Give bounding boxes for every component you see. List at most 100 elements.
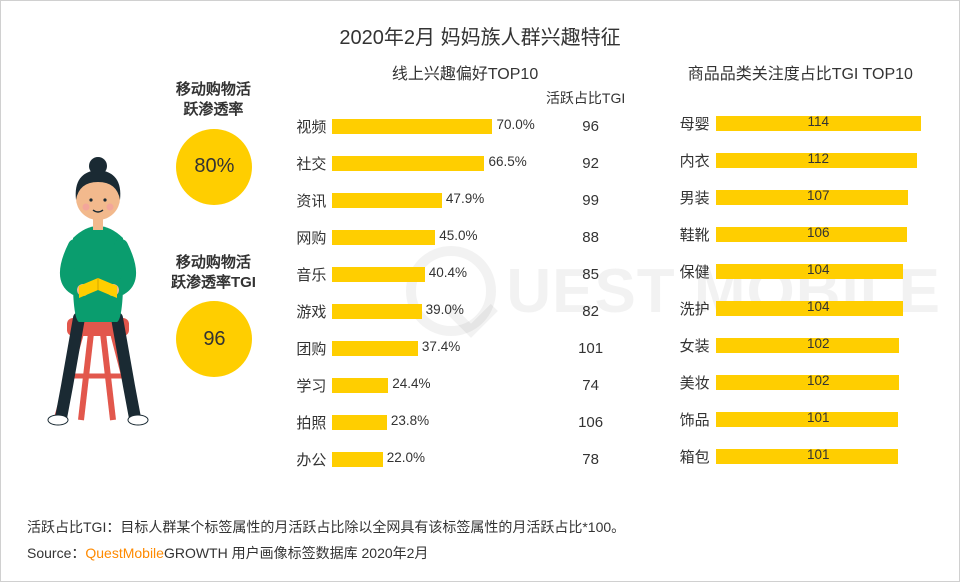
- bar-row: 美妆 102: [668, 364, 933, 401]
- bar-row: 保健 104: [668, 253, 933, 290]
- bar-label: 团购: [284, 338, 332, 359]
- bar-row: 办公 22.0% 78: [284, 441, 645, 478]
- bar-label: 资讯: [284, 190, 332, 211]
- bar-track: 101: [716, 412, 921, 427]
- bar-row: 游戏 39.0% 82: [284, 293, 645, 330]
- metric-label: 移动购物活 跃渗透率: [158, 80, 268, 121]
- bar-label: 游戏: [284, 301, 332, 322]
- tgi-value: 106: [536, 414, 646, 431]
- bar-label: 学习: [284, 375, 332, 396]
- bar-track: 66.5%: [332, 156, 535, 171]
- bar-value: 24.4%: [392, 376, 430, 391]
- bar-row: 洗护104: [668, 290, 933, 327]
- bar-value: 37.4%: [422, 339, 460, 354]
- bar-value: 40.4%: [429, 265, 467, 280]
- bar-fill: [332, 193, 441, 208]
- bar-value: 112: [808, 151, 830, 166]
- bar-label: 社交: [284, 153, 332, 174]
- bar-label: 洗护: [668, 298, 716, 319]
- bar-label: 箱包: [668, 446, 716, 467]
- bar-label: 保健: [668, 261, 716, 282]
- bar-label: 音乐: [284, 264, 332, 285]
- bar-label: 内衣: [668, 150, 716, 171]
- bar-value: 39.0%: [426, 302, 464, 317]
- bar-label: 饰品: [668, 409, 716, 430]
- middle-subheader: 活跃占比TGI: [284, 88, 645, 108]
- bar-track: 22.0%: [332, 452, 535, 467]
- bar-value: 102: [807, 373, 830, 388]
- bar-fill: [332, 304, 421, 319]
- bar-value: 66.5%: [488, 154, 526, 169]
- bar-track: 107: [716, 190, 921, 205]
- bar-fill: [332, 267, 424, 282]
- bar-row: 学习 24.4% 74: [284, 367, 645, 404]
- bar-track: 101: [716, 449, 921, 464]
- source-line: Source：QuestMobileGROWTH 用户画像标签数据库 2020年…: [27, 540, 625, 567]
- bar-label: 女装: [668, 335, 716, 356]
- bar-fill: [332, 452, 382, 467]
- tgi-value: 74: [536, 377, 646, 394]
- bar-value: 106: [807, 225, 830, 240]
- bar-row: 资讯47.9%99: [284, 182, 645, 219]
- bar-row: 视频 70.0%96: [284, 108, 645, 145]
- bar-label: 办公: [284, 449, 332, 470]
- bar-track: 24.4%: [332, 378, 535, 393]
- metric-circle: 80%: [176, 129, 252, 205]
- bar-row: 网购45.0%88: [284, 219, 645, 256]
- bar-label: 男装: [668, 187, 716, 208]
- bar-row: 音乐 40.4% 85: [284, 256, 645, 293]
- bar-label: 美妆: [668, 372, 716, 393]
- bar-fill: [332, 230, 435, 245]
- bar-row: 男装 107: [668, 179, 933, 216]
- tgi-value: 78: [536, 451, 646, 468]
- metric-label: 移动购物活 跃渗透率TGI: [158, 253, 268, 294]
- bar-track: 114: [716, 116, 921, 131]
- bar-track: 45.0%: [332, 230, 535, 245]
- bar-row: 社交66.5%92: [284, 145, 645, 182]
- footer: 活跃占比TGI：目标人群某个标签属性的月活跃占比除以全网具有该标签属性的月活跃占…: [27, 514, 625, 567]
- metric-circle: 96: [176, 301, 252, 377]
- bar-track: 106: [716, 227, 921, 242]
- bar-value: 101: [807, 410, 830, 425]
- bar-row: 团购 37.4% 101: [284, 330, 645, 367]
- bar-track: 37.4%: [332, 341, 535, 356]
- bar-fill: [332, 415, 386, 430]
- page-title: 2020年2月 妈妈族人群兴趣特征: [1, 1, 959, 60]
- tgi-value: 82: [536, 303, 646, 320]
- right-column: 商品品类关注度占比TGI TOP10 母婴114内衣112男装107鞋靴106保…: [646, 60, 933, 478]
- bar-row: 箱包 101: [668, 438, 933, 475]
- bar-value: 70.0%: [496, 117, 534, 132]
- bar-label: 母婴: [668, 113, 716, 134]
- tgi-value: 85: [536, 266, 646, 283]
- bar-track: 47.9%: [332, 193, 535, 208]
- bar-track: 102: [716, 338, 921, 353]
- bar-row: 饰品 101: [668, 401, 933, 438]
- tgi-value: 101: [536, 340, 646, 357]
- bar-label: 拍照: [284, 412, 332, 433]
- bar-label: 网购: [284, 227, 332, 248]
- bar-fill: [332, 119, 492, 134]
- footnote: 活跃占比TGI：目标人群某个标签属性的月活跃占比除以全网具有该标签属性的月活跃占…: [27, 514, 625, 541]
- bar-track: 102: [716, 375, 921, 390]
- bar-track: 70.0%: [332, 119, 535, 134]
- bar-row: 母婴 114: [668, 105, 933, 142]
- bar-value: 107: [807, 188, 830, 203]
- bar-label: 视频: [284, 116, 332, 137]
- middle-column: 线上兴趣偏好TOP10 活跃占比TGI 视频70.0%96社交66.5%92资讯…: [276, 60, 645, 478]
- left-column: 移动购物活 跃渗透率 80% 移动购物活 跃渗透率TGI 96: [27, 60, 276, 478]
- bar-label: 鞋靴: [668, 224, 716, 245]
- bar-row: 鞋靴 106: [668, 216, 933, 253]
- bar-value: 104: [807, 262, 830, 277]
- bar-track: 112: [716, 153, 921, 168]
- tgi-value: 96: [536, 118, 646, 135]
- tgi-value: 88: [536, 229, 646, 246]
- bar-track: 104: [716, 264, 921, 279]
- bar-value: 22.0%: [387, 450, 425, 465]
- bar-value: 102: [807, 336, 830, 351]
- bar-value: 101: [807, 447, 830, 462]
- bar-row: 内衣 112: [668, 142, 933, 179]
- woman-reading-illustration: [31, 118, 161, 428]
- tgi-value: 99: [536, 192, 646, 209]
- bar-value: 114: [808, 114, 830, 129]
- bar-value: 23.8%: [391, 413, 429, 428]
